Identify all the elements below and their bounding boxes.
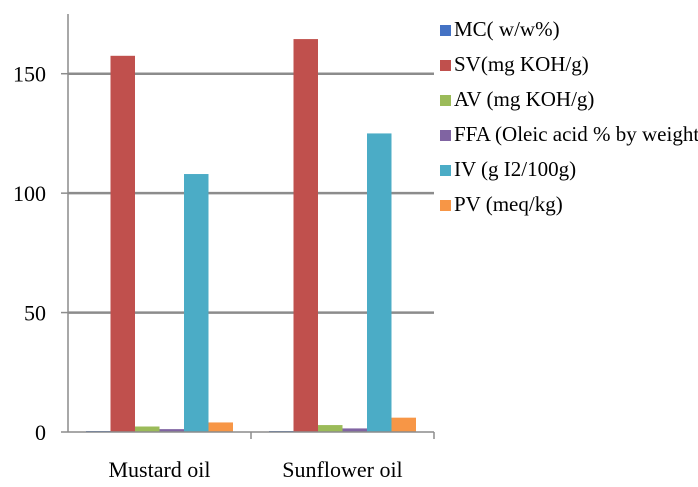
x-tick-label: Mustard oil xyxy=(108,457,210,482)
legend-swatch xyxy=(440,25,451,36)
y-tick-label: 50 xyxy=(24,301,46,326)
bar xyxy=(110,55,135,433)
bar xyxy=(293,39,318,433)
legend-swatch xyxy=(440,95,451,106)
bars xyxy=(86,39,416,433)
bar xyxy=(342,428,367,432)
legend: MC( w/w%) SV(mg KOH/g) AV (mg KOH/g) FFA (O… xyxy=(440,17,698,216)
bar xyxy=(318,425,343,432)
legend-swatch xyxy=(440,60,451,71)
legend-label: IV (g I2/100g) xyxy=(454,157,576,181)
y-tick-label: 0 xyxy=(35,420,46,445)
legend-label: AV (mg KOH/g) xyxy=(454,87,594,111)
bar xyxy=(184,174,209,432)
legend-swatch xyxy=(440,200,451,211)
y-tick-label: 150 xyxy=(13,62,46,87)
legend-label: FFA (Oleic acid % by weight) xyxy=(454,122,698,146)
legend-swatch xyxy=(440,130,451,141)
legend-swatch xyxy=(440,165,451,176)
x-tick-label: Sunflower oil xyxy=(282,457,402,482)
legend-label: MC( w/w%) xyxy=(454,17,560,41)
bar xyxy=(391,417,416,432)
bar xyxy=(208,422,233,432)
legend-label: SV(mg KOH/g) xyxy=(454,52,589,76)
axes: 0 50 100 150 Mustard oil Sunflower oil xyxy=(13,14,435,482)
bar xyxy=(367,133,392,432)
y-tick-label: 100 xyxy=(13,181,46,206)
bar xyxy=(159,429,184,432)
legend-label: PV (meq/kg) xyxy=(454,192,563,216)
bar xyxy=(135,426,160,432)
